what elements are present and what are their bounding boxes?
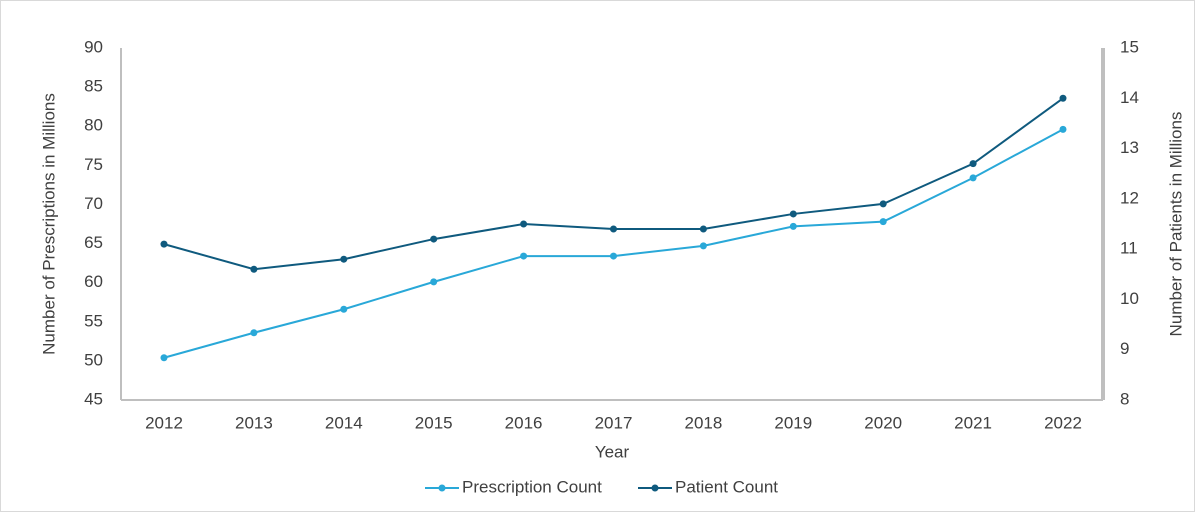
y2-tick-label: 13 [1120,138,1139,157]
series-marker [430,235,438,243]
x-tick-label: 2014 [325,413,363,432]
y2-tick-label: 9 [1120,339,1129,358]
x-tick-label: 2019 [774,413,812,432]
series-marker [250,265,258,273]
series-marker [789,222,797,230]
series-marker [520,220,528,228]
y-tick-label: 90 [84,37,103,56]
x-tick-label: 2016 [505,413,543,432]
x-tick-label: 2021 [954,413,992,432]
x-tick-label: 2015 [415,413,453,432]
series-marker [969,174,977,182]
series-marker [969,160,977,168]
x-tick-label: 2012 [145,413,183,432]
x-tick-label: 2020 [864,413,902,432]
series-marker [1059,94,1067,102]
x-tick-label: 2013 [235,413,273,432]
y-tick-label: 55 [84,311,103,330]
x-axis-title: Year [595,442,630,461]
y-tick-label: 85 [84,77,103,96]
series-marker [340,305,348,313]
series-marker [250,329,258,337]
y-tick-label: 70 [84,194,103,213]
series-marker [879,200,887,208]
x-tick-label: 2017 [595,413,633,432]
y2-tick-label: 10 [1120,289,1139,308]
series-marker [1059,125,1067,133]
legend-label: Prescription Count [462,477,602,496]
series-marker [340,255,348,263]
legend-swatch-marker [651,484,659,492]
legend-label: Patient Count [675,477,778,496]
x-tick-label: 2018 [684,413,722,432]
y2-tick-label: 11 [1120,239,1138,258]
series-marker [789,210,797,218]
legend-swatch-marker [438,484,446,492]
series-marker [610,252,617,260]
y-tick-label: 75 [84,155,103,174]
y-axis-title: Number of Prescriptions in Millions [39,93,58,355]
series-marker [699,225,707,233]
y2-tick-label: 15 [1120,37,1139,56]
y2-tick-label: 12 [1120,188,1139,207]
y2-tick-label: 14 [1120,88,1139,107]
x-tick-label: 2022 [1044,413,1082,432]
series-marker [520,252,528,260]
series-marker [610,225,617,233]
series-marker [879,218,887,226]
series-marker [160,354,168,362]
y-tick-label: 60 [84,272,103,291]
series-marker [430,278,438,286]
series-marker [699,242,707,250]
y-tick-label: 45 [84,389,103,408]
y-tick-label: 80 [84,116,103,135]
y-tick-label: 50 [84,350,103,369]
y2-tick-label: 8 [1120,389,1129,408]
series-marker [160,240,168,248]
y2-axis-title: Number of Patients in Millions [1166,112,1185,337]
y-tick-label: 65 [84,233,103,252]
